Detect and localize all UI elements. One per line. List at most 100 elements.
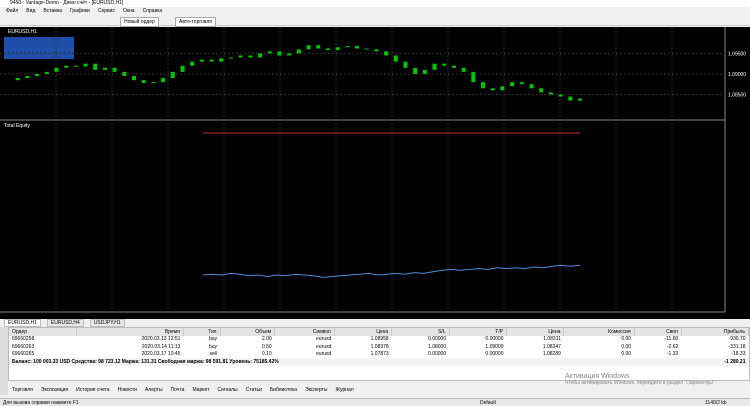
candle xyxy=(325,48,330,51)
candle xyxy=(316,45,321,49)
menu-item[interactable]: Сервис xyxy=(97,8,115,14)
candle xyxy=(64,65,69,68)
terminal-tab[interactable]: Эксперты xyxy=(305,387,328,393)
terminal-tab[interactable]: Новости xyxy=(117,387,137,393)
cell: 0.00000 xyxy=(485,336,504,343)
candle xyxy=(413,67,418,74)
terminal-tab[interactable]: История счета xyxy=(76,387,110,393)
chart-title: EURUSD,H1 xyxy=(8,29,37,35)
terminal-tab[interactable]: Журнал xyxy=(335,387,354,393)
cell: 1.08378 xyxy=(370,343,389,350)
column-header: Тип xyxy=(183,328,221,336)
candle xyxy=(500,86,505,91)
one-click-panel[interactable] xyxy=(4,37,74,59)
candle xyxy=(93,63,98,70)
chart-tab[interactable]: EURUSD,H1 xyxy=(4,319,41,327)
autotrading-button[interactable]: Авто-торговля xyxy=(175,17,217,27)
cell: -11.60 xyxy=(664,336,679,343)
y-tick-label: 1.09000 xyxy=(728,72,746,78)
candle xyxy=(161,78,166,83)
cell: 0.00000 xyxy=(428,336,447,343)
column-header: Своп xyxy=(634,328,682,336)
candle xyxy=(364,48,369,50)
cell: 69660258 xyxy=(12,336,35,343)
terminal-tab[interactable]: Экспозиция xyxy=(40,387,69,393)
candle xyxy=(578,98,582,101)
candle xyxy=(141,80,146,83)
candle xyxy=(132,76,137,81)
candle xyxy=(25,76,30,79)
terminal-tab[interactable]: Маркет xyxy=(192,387,210,393)
menu-item[interactable]: Окна xyxy=(122,8,135,14)
menu-item[interactable]: Вид xyxy=(26,8,36,14)
candle xyxy=(151,82,156,84)
candle xyxy=(190,61,195,66)
menu-item[interactable]: Графики xyxy=(69,8,90,14)
new-order-button[interactable]: Новый ордер xyxy=(120,17,159,27)
candle xyxy=(461,67,466,72)
candle xyxy=(539,88,544,93)
y-tick-label: 1.09500 xyxy=(728,51,746,57)
chart-tabs: EURUSD,H1 EURUSD,H4 USDJPY,H1 xyxy=(4,319,131,327)
candle xyxy=(519,82,524,85)
cell: eurusd xyxy=(316,336,332,343)
candle xyxy=(219,58,224,62)
indicator-line xyxy=(202,264,581,278)
candle xyxy=(73,65,78,67)
candle xyxy=(451,65,456,68)
column-header: Символ xyxy=(274,328,335,336)
status-traffic: 1140/2 kb xyxy=(705,400,727,406)
order-row[interactable]: 69660258 2020.03.13 12:51 buy 2.00 eurusd 1.0… xyxy=(9,336,749,344)
terminal: Ордер Время Тип Объем Символ Цена S/L T/P Цена Ко… xyxy=(8,327,750,381)
terminal-tab[interactable]: Алерты xyxy=(144,387,163,393)
y-tick-label: 1.08500 xyxy=(728,92,746,98)
order-row[interactable]: 69660265 2020.03.17 10:45 sell 0.10 eurusd 1.… xyxy=(9,351,749,359)
chart-tab[interactable]: EURUSD,H4 xyxy=(46,319,84,327)
balance: Баланс: 100 003.33 USD Средства: 98 723.… xyxy=(12,358,279,365)
terminal-tab[interactable]: Почта xyxy=(170,387,185,393)
column-header: Объем xyxy=(220,328,276,336)
cell: 0.10 xyxy=(261,351,272,358)
cell: 0.00000 xyxy=(428,351,447,358)
cell: 1.09000 xyxy=(485,343,504,350)
candle xyxy=(355,46,360,49)
chart-tab[interactable]: USDJPY,H1 xyxy=(89,319,125,327)
menu-item[interactable]: Справка xyxy=(142,8,163,14)
cell: 1.08000 xyxy=(428,343,447,350)
cell: 0.50 xyxy=(261,343,272,350)
cell: 1.08347 xyxy=(542,343,561,350)
cell: 0.00 xyxy=(621,336,632,343)
cell: buy xyxy=(208,336,217,343)
terminal-tab[interactable]: Сигналы xyxy=(217,387,238,393)
watermark-text: Чтобы активировать Windows, перейдите в … xyxy=(565,380,717,386)
candle xyxy=(568,96,573,101)
column-header: Ордер xyxy=(9,328,77,336)
cell: 0.00 xyxy=(621,343,632,350)
candle xyxy=(384,51,389,56)
window-title: 9450-: Vantage-Demo - Демо счёт - [EURUS… xyxy=(10,0,124,6)
candle xyxy=(442,63,447,66)
candle xyxy=(228,57,233,59)
status-profile: Default xyxy=(480,400,496,406)
candle xyxy=(306,45,311,50)
cell: buy xyxy=(208,343,217,350)
candle xyxy=(83,63,88,67)
cell: eurusd xyxy=(316,343,332,350)
menu-item[interactable]: Вставка xyxy=(43,8,62,14)
order-row[interactable]: 69660263 2020.03.14 11:13 buy 0.50 eurusd 1.0… xyxy=(9,343,749,351)
candle xyxy=(422,69,427,74)
candle xyxy=(180,65,185,72)
terminal-tab[interactable]: Торговля xyxy=(12,387,33,393)
candle xyxy=(277,51,282,56)
cell: 2.00 xyxy=(261,336,272,343)
terminal-tab[interactable]: Библиотека xyxy=(269,387,298,393)
toolbar: Новый ордер Авто-торговля xyxy=(0,15,750,27)
menu-item[interactable]: Файл xyxy=(6,8,19,14)
terminal-tab[interactable]: Статьи xyxy=(245,387,262,393)
candle xyxy=(122,71,127,76)
cell: 0.00 xyxy=(621,351,632,358)
candle xyxy=(112,67,117,72)
column-header: S/L xyxy=(391,328,450,336)
cell: 1.07873 xyxy=(370,351,389,358)
menu-bar: Файл Вид Вставка Графики Сервис Окна Справка xyxy=(6,8,170,14)
